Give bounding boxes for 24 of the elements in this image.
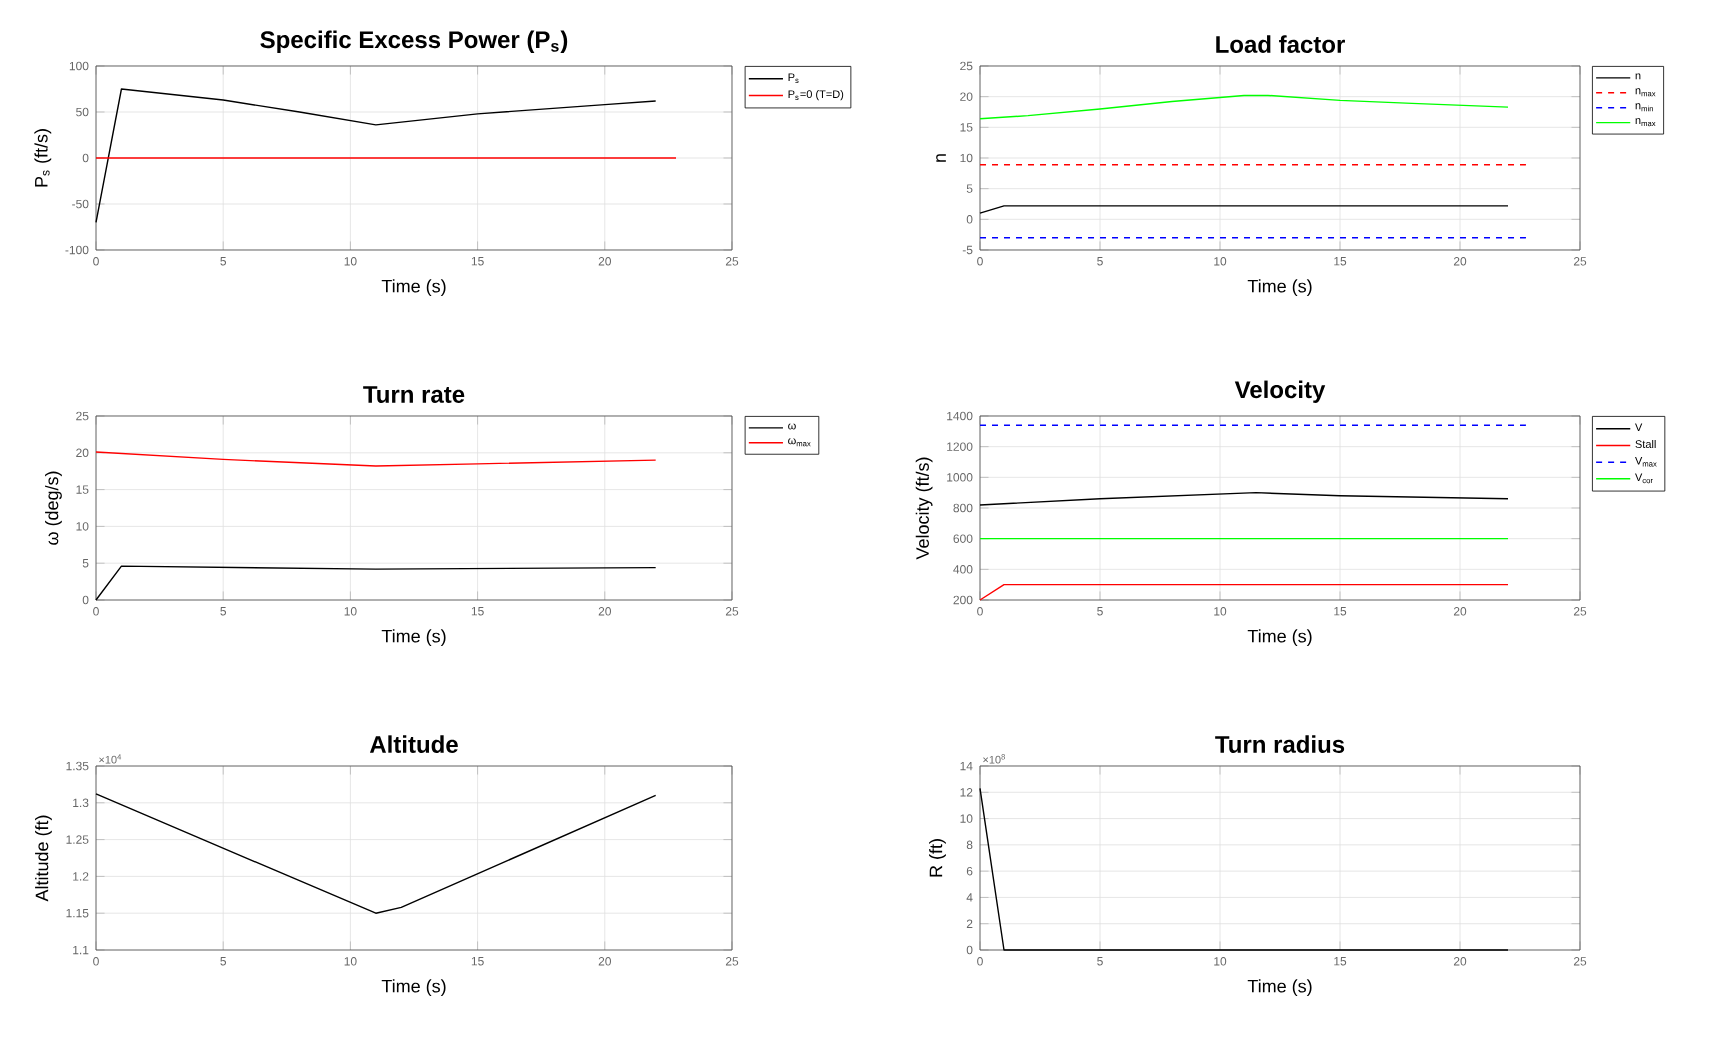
line-series <box>95 565 657 601</box>
y-axis-title: n <box>936 154 946 162</box>
x-axis-title: Time (s) <box>381 979 446 997</box>
line-series <box>95 793 657 914</box>
chart-title: Load factor <box>1216 35 1345 53</box>
y-axis-title: Velocity (ft/s) <box>915 457 933 560</box>
y-axis-title: P$_{s}$ (ft/s) <box>34 129 52 187</box>
y-axis-title: ω (deg/s) <box>45 471 62 545</box>
y-axis-title: Altitude (ft) <box>35 815 52 902</box>
x-axis-title: Time (s) <box>381 629 446 647</box>
chart-title: Specific Excess Power (P$_{s}$) <box>260 30 568 53</box>
line-series <box>979 491 1509 506</box>
line-series <box>95 88 657 224</box>
chart-title: Turn rate <box>363 386 465 403</box>
line-series <box>95 451 657 467</box>
line-series <box>979 94 1509 120</box>
x-axis-title: Time (s) <box>1247 979 1312 997</box>
y-axis-title: R (ft) <box>929 839 946 877</box>
chart-title: Velocity <box>1234 380 1326 403</box>
x-axis-title: Time (s) <box>1247 629 1312 647</box>
x-axis-title: Time (s) <box>1247 279 1312 297</box>
chart-title: Turn radius <box>1215 735 1345 753</box>
x-axis-title: Time (s) <box>381 279 446 297</box>
chart-title: Altitude <box>369 735 458 753</box>
